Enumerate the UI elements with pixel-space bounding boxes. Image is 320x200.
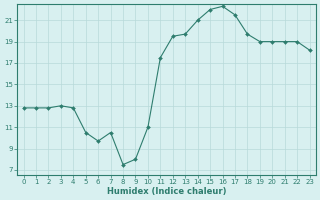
X-axis label: Humidex (Indice chaleur): Humidex (Indice chaleur) bbox=[107, 187, 226, 196]
